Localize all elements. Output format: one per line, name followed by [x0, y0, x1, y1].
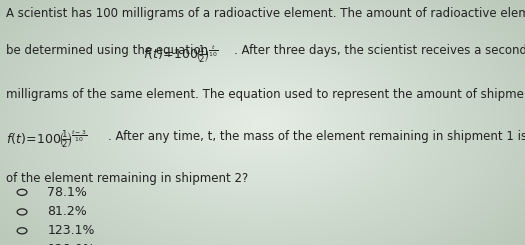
Text: A scientist has 100 milligrams of a radioactive element. The amount of radioacti: A scientist has 100 milligrams of a radi…	[6, 7, 525, 20]
Text: of the element remaining in shipment 2?: of the element remaining in shipment 2?	[6, 172, 248, 184]
Text: $f(t)\!=\!100\!\left(\!\frac{1}{2}\!\right)^{\!\frac{t}{10}}$: $f(t)\!=\!100\!\left(\!\frac{1}{2}\!\rig…	[143, 43, 218, 65]
Text: 128.0%: 128.0%	[47, 243, 95, 245]
Text: . After any time, t, the mass of the element remaining in shipment 1 is what per: . After any time, t, the mass of the ele…	[108, 130, 525, 143]
Text: . After three days, the scientist receives a second shipment of 100: . After three days, the scientist receiv…	[234, 44, 525, 57]
Text: 78.1%: 78.1%	[47, 186, 87, 199]
Text: milligrams of the same element. The equation used to represent the amount of shi: milligrams of the same element. The equa…	[6, 88, 525, 101]
Text: $f(t)\!=\!100\!\left(\!\frac{1}{2}\!\right)^{\!\frac{t-3}{10}}$: $f(t)\!=\!100\!\left(\!\frac{1}{2}\!\rig…	[6, 129, 87, 150]
Text: 81.2%: 81.2%	[47, 205, 87, 219]
Text: be determined using the equation: be determined using the equation	[6, 44, 212, 57]
Text: 123.1%: 123.1%	[47, 224, 94, 237]
